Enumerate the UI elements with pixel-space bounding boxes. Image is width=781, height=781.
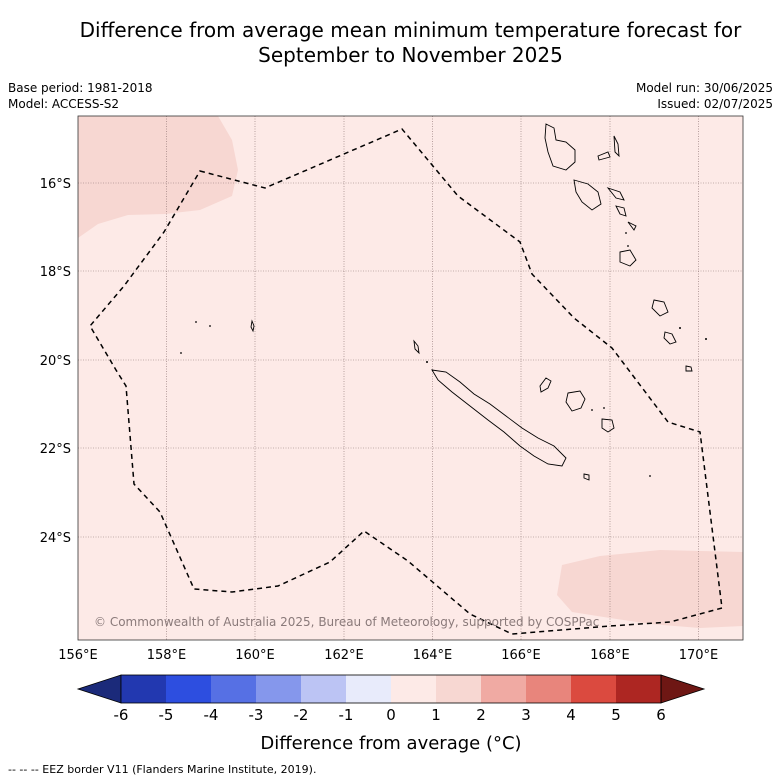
colorbar-tick-4: 4: [566, 706, 576, 724]
colorbar-tick-2: 2: [476, 706, 486, 724]
coastlines: [250, 123, 693, 481]
chesterfield-reef: [250, 319, 255, 333]
new-caledonia-grande-terre: [431, 369, 567, 467]
vanuatu-maewo: [613, 135, 620, 158]
anomaly-patch-northwest: [78, 116, 238, 238]
vanuatu-shepherd: [627, 221, 637, 231]
colorbar-segment-neg5-neg4: [166, 675, 211, 703]
colorbar-extend-high: [660, 674, 706, 704]
longitude-axis: 156°E 158°E 160°E 162°E 164°E 166°E 168°…: [58, 648, 718, 663]
small-islets: [180, 232, 707, 477]
vanuatu-malekula: [573, 179, 602, 211]
colorbar-tick-neg1: -1: [339, 706, 354, 724]
colorbar-tick-5: 5: [611, 706, 621, 724]
colorbar-segment-neg6-neg5: [121, 675, 166, 703]
vanuatu-epi-islets: [615, 205, 627, 217]
loyalty-island-lifou: [565, 390, 586, 412]
colorbar-segment-1-2: [436, 675, 481, 703]
colorbar-segment-2-3: [481, 675, 526, 703]
colorbar-tick-neg2: -2: [294, 706, 309, 724]
lat-label-20s: 20°S: [40, 354, 71, 369]
title-line-1: Difference from average mean minimum tem…: [79, 18, 742, 42]
colorbar-tick-neg4: -4: [204, 706, 219, 724]
vanuatu-tanna: [663, 331, 677, 345]
issued-date: Issued: 02/07/2025: [657, 97, 773, 111]
vanuatu-aneityum: [685, 365, 693, 372]
metadata-right: Model run: 30/06/2025 Issued: 02/07/2025: [636, 80, 773, 112]
lat-label-18s: 18°S: [40, 265, 71, 280]
base-period: Base period: 1981-2018: [8, 81, 153, 95]
lat-label-24s: 24°S: [40, 531, 71, 546]
vanuatu-espiritu-santo: [544, 123, 576, 171]
colorbar-segment-5-6: [616, 675, 661, 703]
lon-label-168e: 168°E: [590, 648, 630, 663]
lat-label-16s: 16°S: [40, 177, 71, 192]
lon-label-166e: 166°E: [501, 648, 541, 663]
colorbar-segment-0-1: [391, 675, 436, 703]
colorbar-segment-neg4-neg3: [211, 675, 256, 703]
vanuatu-ambae: [597, 151, 611, 161]
lon-label-162e: 162°E: [324, 648, 364, 663]
anomaly-patch-southeast: [557, 550, 743, 628]
colorbar-title: Difference from average (°C): [260, 733, 521, 754]
lon-label-160e: 160°E: [235, 648, 275, 663]
colorbar-tick-1: 1: [431, 706, 441, 724]
isle-of-pines: [583, 473, 590, 481]
lat-label-22s: 22°S: [40, 442, 71, 457]
copyright-notice: © Commonwealth of Australia 2025, Bureau…: [94, 615, 599, 629]
metadata-left: Base period: 1981-2018 Model: ACCESS-S2: [8, 80, 153, 112]
colorbar-extend-low: [76, 674, 122, 704]
colorbar-tick-neg3: -3: [249, 706, 264, 724]
colorbar-segment-neg1-0: [346, 675, 391, 703]
loyalty-island-mare: [601, 418, 615, 433]
vanuatu-efate: [619, 249, 637, 267]
vanuatu-pentecost: [606, 187, 625, 201]
eez-legend-note: -- -- -- EEZ border V11 (Flanders Marine…: [8, 763, 317, 776]
lon-label-158e: 158°E: [147, 648, 187, 663]
map-title: Difference from average mean minimum tem…: [0, 18, 781, 68]
colorbar-segment-neg2-neg1: [301, 675, 346, 703]
colorbar-segment-3-4: [526, 675, 571, 703]
title-line-2: September to November 2025: [258, 43, 563, 67]
colorbar-frame: [120, 674, 662, 704]
model-run: Model run: 30/06/2025: [635, 81, 773, 95]
map-frame: [77, 115, 744, 641]
lon-label-170e: 170°E: [679, 648, 719, 663]
model-name: Model: ACCESS-S2: [8, 97, 120, 111]
colorbar-segment-4-5: [571, 675, 616, 703]
loyalty-island-ouvea: [539, 377, 552, 393]
colorbar-tick-neg5: -5: [159, 706, 174, 724]
lon-label-164e: 164°E: [413, 648, 453, 663]
grid-lines: [78, 116, 743, 640]
colorbar-segment-neg3-neg2: [256, 675, 301, 703]
colorbar-tick-6: 6: [656, 706, 666, 724]
colorbar-tick-3: 3: [521, 706, 531, 724]
colorbar-tick-0: 0: [386, 706, 396, 724]
latitude-axis: 16°S 18°S 20°S 22°S 24°S: [40, 177, 71, 546]
belep-islands: [413, 339, 420, 355]
vanuatu-erromango: [651, 299, 669, 317]
lon-label-156e: 156°E: [58, 648, 98, 663]
colorbar: -6 -5 -4 -3 -2 -1 0 1 2 3 4 5 6 Differen…: [76, 674, 706, 754]
map-panel: © Commonwealth of Australia 2025, Bureau…: [78, 116, 743, 640]
colorbar-tick-neg6: -6: [114, 706, 129, 724]
